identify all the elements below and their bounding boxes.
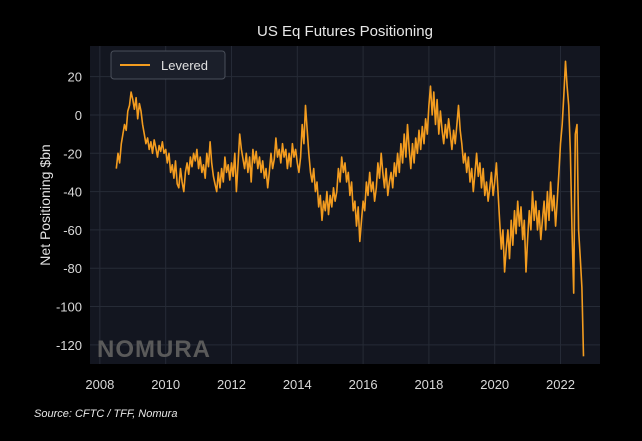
x-tick-label: 2022 <box>546 377 575 392</box>
plot-area <box>90 46 600 364</box>
y-tick-label: -60 <box>63 223 82 238</box>
y-tick-label: -40 <box>63 185 82 200</box>
x-tick-label: 2018 <box>414 377 443 392</box>
x-axis: 2008 2010 2012 2014 2016 2018 2020 2022 <box>85 377 575 392</box>
x-tick-label: 2020 <box>480 377 509 392</box>
y-tick-label: -100 <box>56 300 82 315</box>
series-line-levered <box>115 60 585 357</box>
y-tick-label: -80 <box>63 261 82 276</box>
y-tick-label: 0 <box>75 108 82 123</box>
watermark-logo: NOMURA <box>97 336 211 363</box>
y-tick-label: -120 <box>56 338 82 353</box>
legend-box <box>110 50 226 80</box>
x-tick-label: 2016 <box>349 377 378 392</box>
x-tick-label: 2010 <box>151 377 180 392</box>
legend: Levered <box>110 50 226 80</box>
y-axis-label: Net Positioning $bn <box>37 144 53 265</box>
x-tick-label: 2012 <box>217 377 246 392</box>
y-tick-label: 20 <box>68 70 82 85</box>
x-tick-label: 2008 <box>85 377 114 392</box>
y-tick-label: -20 <box>63 146 82 161</box>
x-tick-label: 2014 <box>283 377 312 392</box>
legend-label-levered: Levered <box>161 58 208 73</box>
chart-title: US Eq Futures Positioning <box>257 23 433 40</box>
y-axis: 20 0 -20 -40 -60 -80 -100 -120 <box>56 70 82 353</box>
source-note: Source: CFTC / TFF, Nomura <box>34 408 178 420</box>
